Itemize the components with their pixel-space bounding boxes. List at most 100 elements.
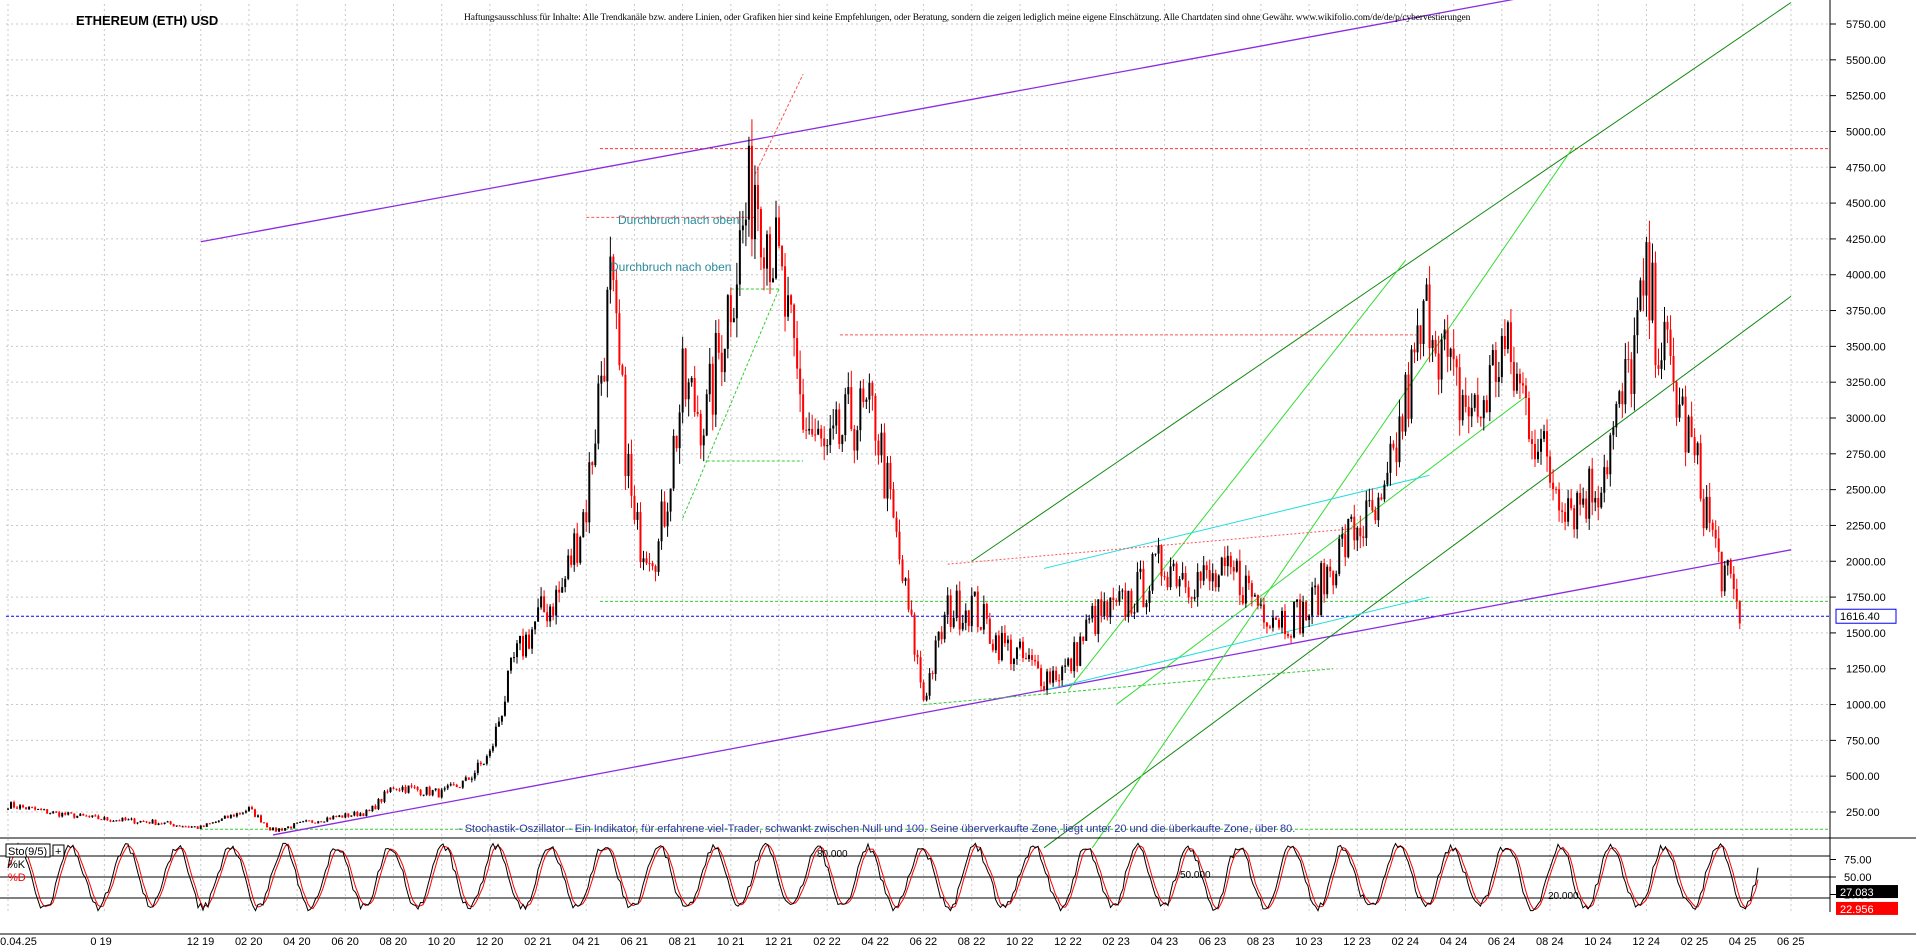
y-tick-label: 5000.00 (1846, 126, 1886, 138)
candle-body (1570, 498, 1573, 509)
y-tick-label: 5500.00 (1846, 55, 1886, 67)
candle-body (311, 820, 314, 823)
candle-body (259, 815, 262, 823)
candle-body (531, 629, 534, 649)
candle-body (1106, 601, 1109, 618)
x-tick-label: 06 23 (1199, 936, 1227, 948)
candle-body (308, 820, 311, 822)
candle-body (1281, 610, 1284, 628)
candle-body (1308, 615, 1311, 621)
candle-body (398, 789, 401, 791)
candle-body (1344, 534, 1347, 558)
candle-body (1166, 576, 1169, 588)
candle-body (1362, 536, 1365, 539)
candle-body (886, 462, 889, 499)
candle-body (591, 462, 594, 466)
candle-body (202, 825, 205, 827)
x-tick-label: 10.04.25 (0, 936, 37, 948)
x-tick-label: 10 23 (1295, 936, 1323, 948)
candle-body (865, 399, 868, 402)
sto-k-value: 27.083 (1840, 887, 1874, 899)
candle-body (1085, 619, 1088, 641)
candle-body (127, 819, 130, 821)
x-tick-label: 08 20 (380, 936, 408, 948)
candle-body (1422, 300, 1425, 345)
candle-body (151, 819, 154, 824)
candle-body (157, 823, 160, 825)
candle-body (937, 631, 940, 641)
candle-body (1100, 599, 1103, 616)
candle-body (365, 809, 368, 817)
candle-body (55, 811, 58, 813)
candle-body (762, 257, 765, 269)
candle-body (1235, 560, 1238, 572)
candle-body (793, 304, 796, 339)
candle-body (58, 812, 61, 817)
y-tick-label: 3500.00 (1846, 341, 1886, 353)
y-tick-label: 3000.00 (1846, 413, 1886, 425)
candle-body (395, 788, 398, 790)
candle-body (1401, 416, 1404, 432)
candle-body (1359, 527, 1362, 537)
candle-body (1561, 510, 1564, 512)
candle-body (973, 591, 976, 596)
candle-body (172, 824, 175, 827)
x-tick-label: 08 22 (958, 936, 986, 948)
candle-body (1265, 622, 1268, 627)
y-tick-label: 4500.00 (1846, 198, 1886, 210)
candle-body (1452, 348, 1455, 360)
candle-body (1428, 284, 1431, 349)
x-tick-label: 12 23 (1343, 936, 1371, 948)
candle-body (1464, 395, 1467, 407)
candle-body (100, 819, 103, 821)
candle-body (1636, 310, 1639, 336)
sto-expand-icon: + (55, 846, 61, 858)
candle-body (43, 809, 46, 811)
candle-body (1277, 619, 1280, 628)
candle-body (877, 440, 880, 456)
candle-body (880, 432, 883, 456)
candle-body (1621, 391, 1624, 405)
candle-body (1627, 359, 1630, 361)
candle-body (558, 589, 561, 593)
candle-body (642, 558, 645, 563)
y-tick-label: 2750.00 (1846, 449, 1886, 461)
candle-body (238, 813, 241, 815)
last-price-label: 1616.40 (1840, 611, 1880, 623)
candle-body (184, 826, 187, 828)
candle-body (1585, 498, 1588, 519)
candle-body (1618, 391, 1621, 404)
candle-body (1021, 641, 1024, 658)
candle-body (1163, 576, 1166, 578)
stochastic-note: - Stochastik-Oszillator - Ein Indikator,… (458, 823, 1295, 835)
trendline-dashed (923, 668, 1334, 706)
candle-body (1223, 557, 1226, 567)
candle-body (1558, 489, 1561, 511)
candle-body (1365, 500, 1368, 539)
candle-body (446, 785, 449, 789)
candle-body (1543, 431, 1546, 439)
candle-body (1136, 572, 1139, 613)
candle-body (46, 809, 49, 814)
candle-body (1711, 522, 1714, 530)
candle-body (1582, 498, 1585, 505)
candle-body (362, 813, 365, 817)
candle-body (1109, 597, 1112, 618)
trendline-trend (1043, 295, 1792, 849)
candle-body (802, 394, 805, 430)
candle-body (904, 578, 907, 582)
candle-body (1555, 489, 1558, 491)
candle-body (630, 453, 633, 496)
candle-body (826, 445, 829, 447)
y-tick-label: 4000.00 (1846, 270, 1886, 282)
candle-body (425, 786, 428, 795)
candle-body (1597, 497, 1600, 508)
candle-body (1404, 374, 1407, 432)
candle-body (226, 815, 229, 818)
candle-body (1199, 572, 1202, 581)
candle-body (76, 815, 79, 818)
candle-body (431, 790, 434, 796)
candle-body (738, 230, 741, 285)
candle-body (1527, 397, 1530, 440)
candle-body (1247, 575, 1250, 584)
